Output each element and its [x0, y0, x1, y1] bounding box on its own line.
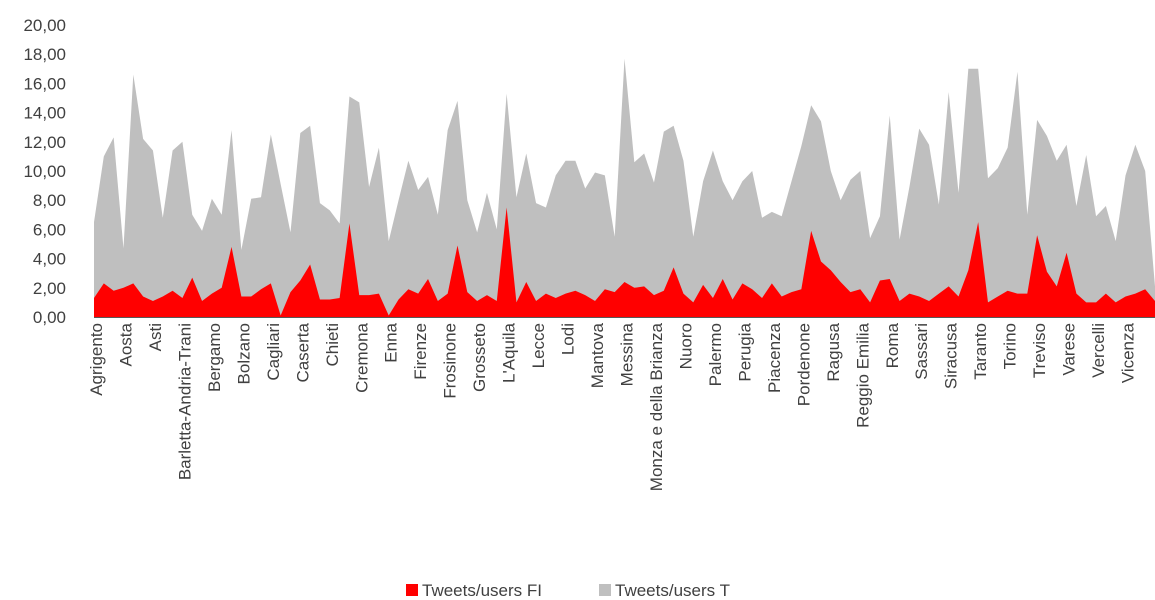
- x-tick-label: Monza e della Brianza: [647, 322, 666, 491]
- x-tick-label: Grosseto: [470, 323, 489, 392]
- x-tick-label: Firenze: [411, 323, 430, 380]
- x-tick-label: Treviso: [1030, 323, 1049, 378]
- y-tick-label: 6,00: [33, 220, 66, 239]
- y-axis-ticks: 0,00 2,00 4,00 6,00 8,00 10,00 12,00 14,00 16,00…: [23, 16, 66, 327]
- area-series-0: [94, 58, 1155, 317]
- x-tick-label: Bolzano: [234, 323, 253, 384]
- y-tick-label: 10,00: [23, 162, 66, 181]
- y-tick-label: 12,00: [23, 133, 66, 152]
- y-tick-label: 14,00: [23, 104, 66, 123]
- x-tick-label: Lecce: [529, 323, 548, 368]
- series-areas: [94, 58, 1155, 317]
- legend-label: Tweets/users T: [615, 581, 730, 600]
- x-tick-label: Cremona: [352, 322, 371, 392]
- x-axis-ticks: Agrigento Aosta Asti Barletta-Andria-Trani B…: [87, 322, 1138, 491]
- x-tick-label: Cagliari: [264, 323, 283, 381]
- x-tick-label: Chieti: [323, 323, 342, 366]
- y-tick-label: 8,00: [33, 191, 66, 210]
- x-tick-label: Mantova: [588, 322, 607, 388]
- x-tick-label: Nuoro: [676, 323, 695, 369]
- y-tick-label: 0,00: [33, 308, 66, 327]
- x-tick-label: Aosta: [116, 322, 135, 366]
- legend-swatch: [599, 584, 611, 596]
- x-tick-label: Piacenza: [765, 322, 784, 392]
- x-tick-label: Varese: [1060, 323, 1079, 376]
- x-tick-label: Caserta: [293, 322, 312, 382]
- x-tick-label: Roma: [883, 322, 902, 368]
- x-tick-label: Vicenza: [1119, 322, 1138, 383]
- x-tick-label: Barletta-Andria-Trani: [175, 323, 194, 480]
- x-tick-label: Asti: [146, 323, 165, 351]
- legend: Tweets/users FI Tweets/users T: [406, 581, 730, 600]
- x-tick-label: Pordenone: [794, 323, 813, 406]
- x-tick-label: Torino: [1001, 323, 1020, 369]
- y-tick-label: 18,00: [23, 45, 66, 64]
- y-tick-label: 4,00: [33, 250, 66, 269]
- x-tick-label: Taranto: [971, 323, 990, 380]
- x-tick-label: Agrigento: [87, 323, 106, 396]
- x-tick-label: Messina: [618, 322, 637, 386]
- x-tick-label: Frosinone: [441, 323, 460, 399]
- legend-swatch: [406, 584, 418, 596]
- x-tick-label: Enna: [382, 322, 401, 362]
- x-tick-label: Palermo: [706, 323, 725, 386]
- y-tick-label: 20,00: [23, 16, 66, 35]
- x-tick-label: L'Aquila: [500, 322, 519, 383]
- area-series-1: [94, 207, 1155, 317]
- x-tick-label: Siracusa: [942, 322, 961, 389]
- y-tick-label: 16,00: [23, 74, 66, 93]
- x-tick-label: Ragusa: [824, 322, 843, 381]
- x-tick-label: Bergamo: [205, 323, 224, 392]
- x-tick-label: Sassari: [912, 323, 931, 380]
- legend-label: Tweets/users FI: [422, 581, 542, 600]
- x-tick-label: Reggio Emilia: [853, 322, 872, 427]
- x-tick-label: Lodi: [559, 323, 578, 355]
- x-tick-label: Perugia: [735, 322, 754, 381]
- y-tick-label: 2,00: [33, 279, 66, 298]
- x-tick-label: Vercelli: [1089, 323, 1108, 378]
